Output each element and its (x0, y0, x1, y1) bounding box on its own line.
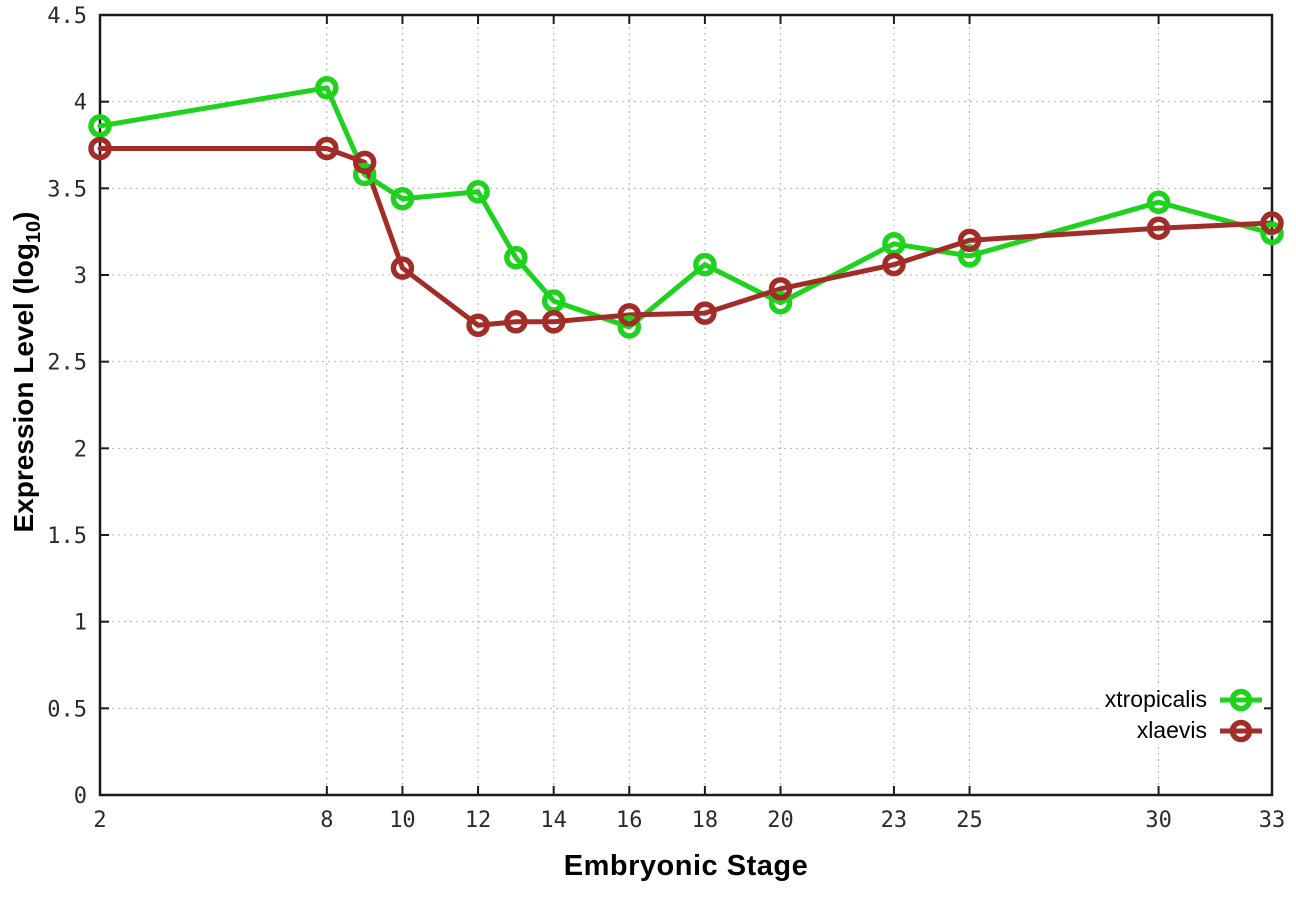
x-tick-label-16: 16 (616, 808, 643, 833)
series-xtropicalis-point-16 (617, 315, 642, 339)
legend-label-xtropicalis: xtropicalis (1104, 686, 1207, 712)
series-xlaevis-line (97, 145, 1275, 328)
series-xlaevis-point-18 (693, 301, 717, 325)
x-tick-label-8: 8 (320, 808, 333, 833)
series-xlaevis-point-33 (1260, 211, 1284, 235)
legend-entry-xtropicalis: xtropicalis (1098, 685, 1264, 714)
series-xlaevis-point-2 (88, 136, 112, 161)
series-xlaevis-point-23 (882, 252, 906, 277)
x-tick-label-33: 33 (1259, 808, 1286, 833)
y-axis-title-subscript: 10 (22, 220, 45, 244)
y-tick-label-3: 3 (74, 264, 87, 289)
series-xtropicalis-point-2 (88, 114, 112, 138)
series-xlaevis-point-20 (768, 277, 793, 301)
series-xlaevis-point-9 (352, 150, 377, 175)
series-xtropicalis-point-9 (352, 162, 377, 187)
series-xtropicalis-point-23 (882, 232, 906, 256)
chart-legend: xtropicalis xlaevis (1098, 685, 1264, 745)
series-xtropicalis-point-33 (1260, 221, 1284, 246)
series-xtropicalis-point-13 (504, 245, 528, 270)
y-tick-label-3.5: 3.5 (47, 177, 87, 202)
y-tick-label-4.5: 4.5 (47, 4, 87, 29)
y-tick-label-4: 4 (74, 91, 87, 116)
x-tick-label-12: 12 (465, 808, 492, 833)
x-tick-label-25: 25 (956, 808, 983, 833)
series-xlaevis-point-30 (1146, 216, 1171, 240)
series-xtropicalis-point-30 (1146, 190, 1171, 214)
x-axis-title: Embryonic Stage (563, 850, 809, 882)
legend-point-sample-xlaevis (1229, 719, 1253, 742)
series-xlaevis-point-16 (617, 303, 642, 327)
y-tick-label-0: 0 (74, 784, 87, 809)
legend-point-sample-xtropicalis (1229, 688, 1253, 711)
series-xlaevis-point-14 (541, 310, 566, 334)
y-tick-label-0.5: 0.5 (47, 697, 87, 722)
series-xlaevis-point-8 (315, 136, 339, 161)
series-xtropicalis-point-20 (768, 290, 793, 315)
y-tick-label-1: 1 (74, 611, 87, 636)
x-tick-label-23: 23 (881, 808, 908, 833)
series-xtropicalis-point-10 (390, 186, 415, 211)
series-xtropicalis-point-14 (541, 289, 566, 313)
legend-marker-xlaevis-icon (1220, 719, 1262, 742)
x-tick-label-18: 18 (692, 808, 719, 833)
series-xtropicalis-line (97, 85, 1275, 330)
x-tick-label-2: 2 (93, 808, 106, 833)
series-xlaevis-point-12 (466, 313, 490, 338)
y-axis-title-suffix: ) (8, 211, 40, 221)
y-axis-title-text: Expression Level (log (8, 243, 40, 533)
legend-marker-xtropicalis-icon (1220, 688, 1262, 711)
legend-entry-xlaevis: xlaevis (1130, 716, 1264, 745)
legend-label-xlaevis: xlaevis (1136, 717, 1207, 743)
y-axis-title: Expression Level (log10) (8, 212, 46, 533)
series-xlaevis-point-13 (504, 310, 528, 334)
series-xlaevis-point-10 (390, 256, 415, 280)
series-xtropicalis-point-18 (693, 252, 717, 277)
series-xtropicalis-point-12 (466, 180, 490, 204)
x-tick-label-20: 20 (767, 808, 794, 833)
series-xlaevis-point-25 (957, 228, 982, 253)
x-tick-label-30: 30 (1145, 808, 1172, 833)
plot-border (98, 13, 1274, 797)
series-xtropicalis-point-8 (315, 76, 339, 100)
y-tick-label-1.5: 1.5 (47, 524, 87, 549)
x-tick-label-10: 10 (389, 808, 416, 833)
y-tick-label-2: 2 (74, 437, 87, 462)
y-tick-label-2.5: 2.5 (47, 351, 87, 376)
x-tick-label-14: 14 (540, 808, 567, 833)
